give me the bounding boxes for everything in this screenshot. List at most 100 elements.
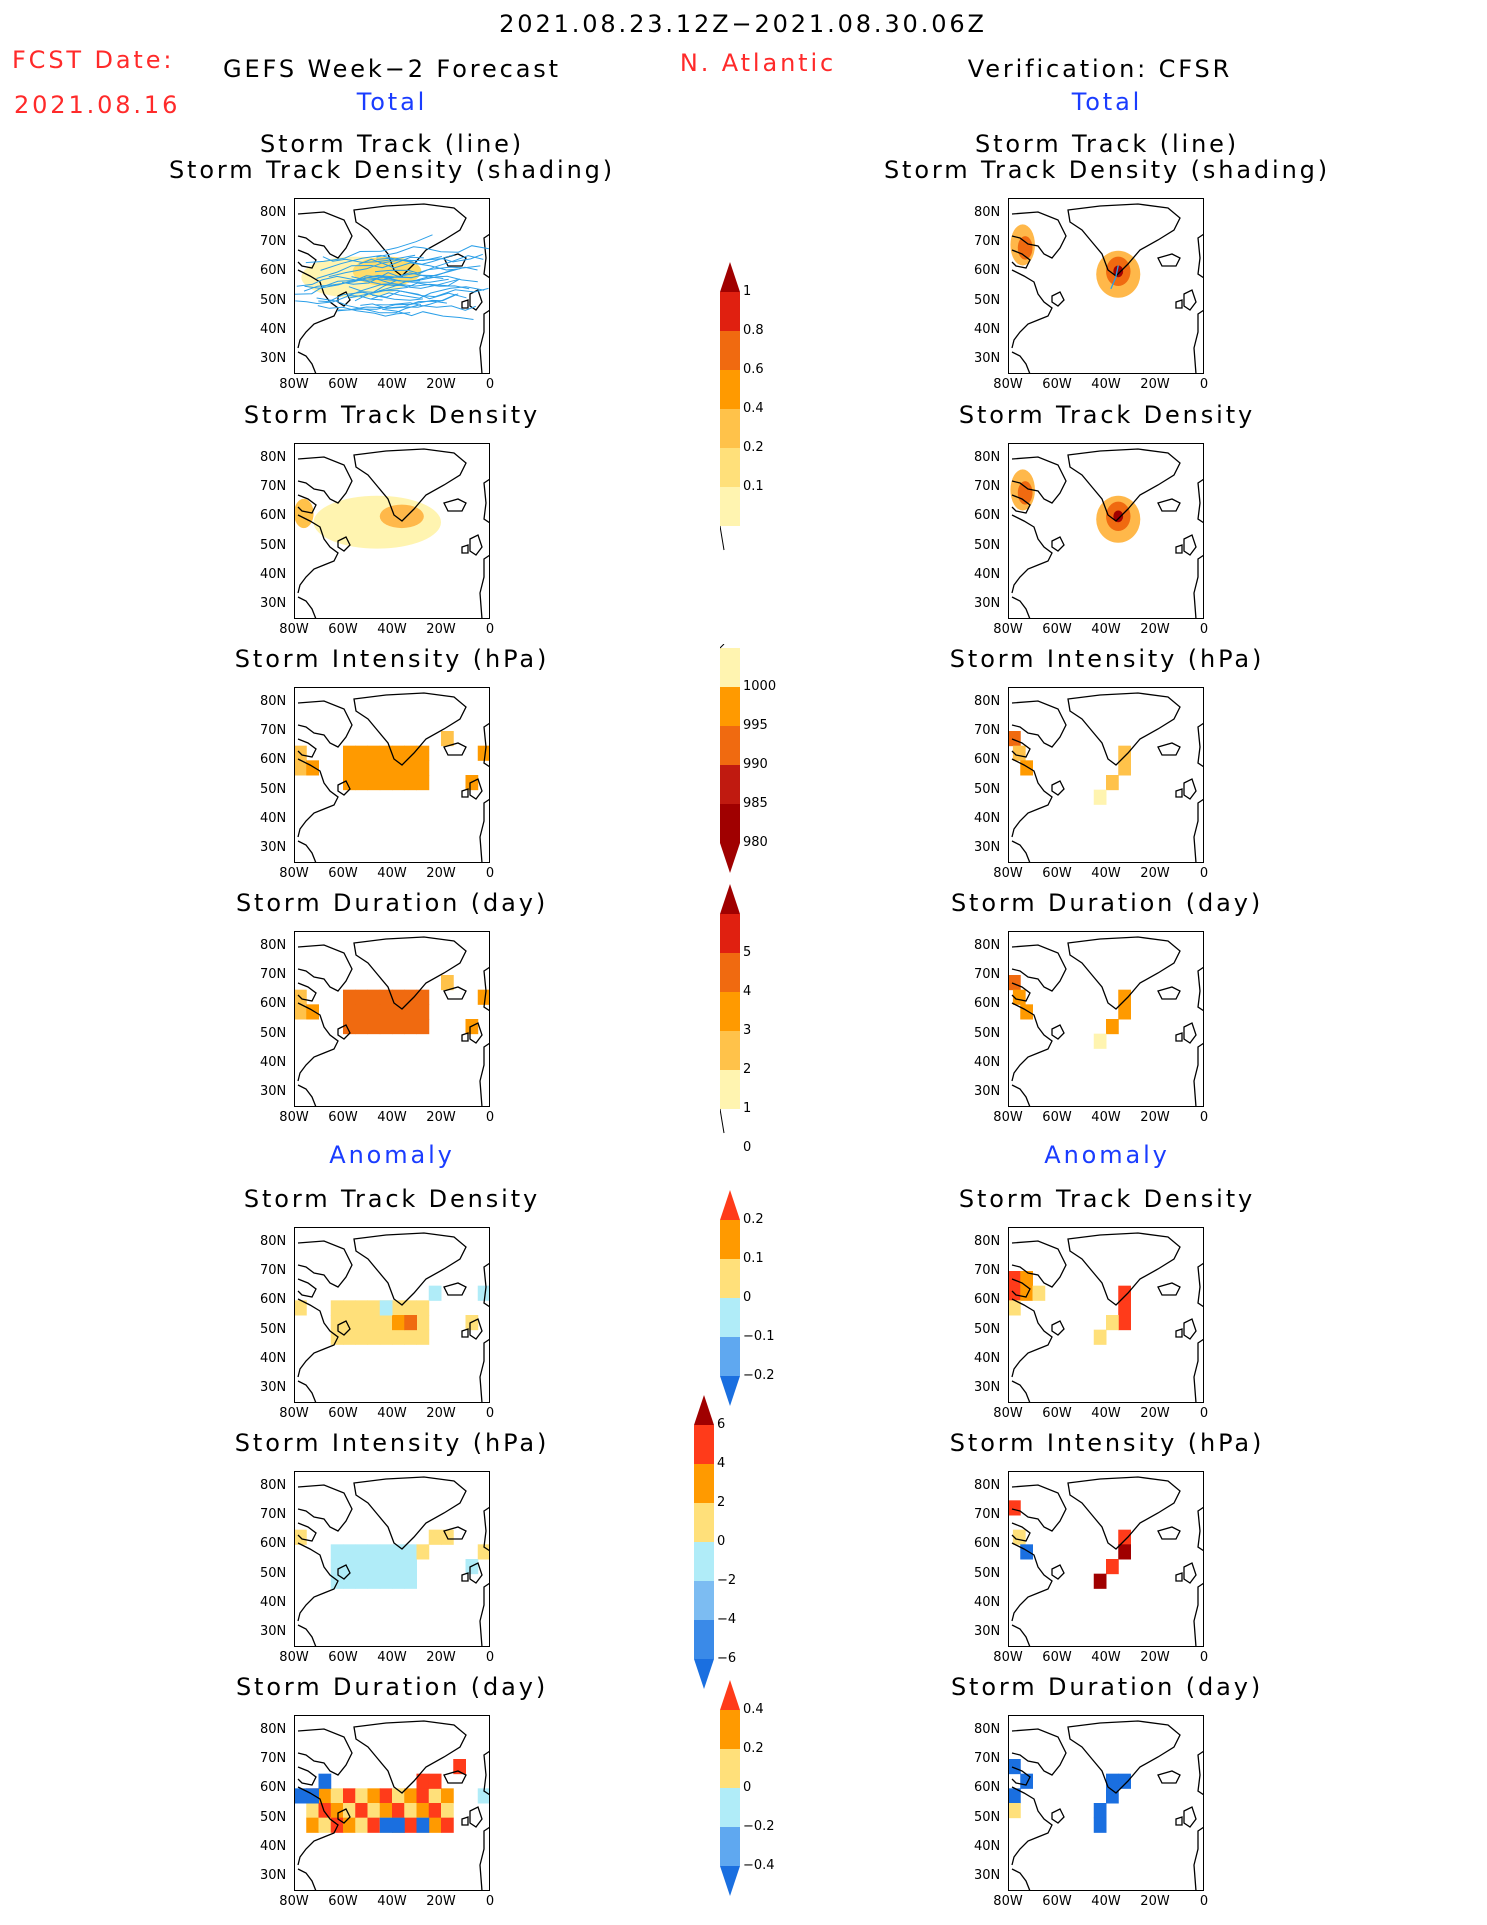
value-cell xyxy=(306,760,319,776)
map-plot xyxy=(1008,1471,1204,1647)
lon-tick-label: 60W xyxy=(328,1110,358,1125)
anomaly-cell xyxy=(428,1773,442,1789)
colorbar-segment xyxy=(720,765,740,804)
anomaly-cell xyxy=(343,1544,356,1560)
value-cell xyxy=(416,745,430,761)
coastline xyxy=(479,798,490,863)
colorbar-segment xyxy=(720,1220,740,1259)
lat-tick-label: 40N xyxy=(260,1351,287,1366)
lat-tick-label: 80N xyxy=(260,449,287,465)
coastline xyxy=(1011,514,1053,594)
title-right-intensity-anom: Storm Intensity (hPa) xyxy=(949,1429,1265,1457)
lon-tick-label: 60W xyxy=(328,1650,358,1665)
coastline xyxy=(1175,544,1183,554)
coastline xyxy=(479,1582,490,1647)
anomaly-cell xyxy=(343,1315,356,1331)
coastline xyxy=(1157,986,1181,1000)
coastline xyxy=(337,536,351,552)
colorbar-label: 0.4 xyxy=(743,401,764,416)
lat-tick-label: 40N xyxy=(974,1055,1001,1070)
lon-tick-label: 20W xyxy=(1140,622,1170,637)
lon-tick-label: 20W xyxy=(1140,1894,1170,1909)
coastline xyxy=(1011,1624,1031,1647)
colorbar-segment xyxy=(720,448,740,487)
lon-tick-label: 40W xyxy=(377,377,407,392)
value-cell xyxy=(1012,989,1026,1005)
lat-tick-label: 50N xyxy=(974,1321,1001,1337)
lat-tick-label: 80N xyxy=(260,1233,287,1249)
colorbar-label: −0.4 xyxy=(743,1858,775,1873)
coastline xyxy=(297,1766,317,1786)
lat-tick-label: 70N xyxy=(260,479,287,494)
colorbar-label: 0 xyxy=(743,1140,752,1155)
lat-tick-label: 30N xyxy=(260,1380,287,1396)
anomaly-cell xyxy=(343,1803,356,1819)
colorbar-label: −0.1 xyxy=(743,1329,775,1344)
title-left-density-anom: Storm Track Density xyxy=(243,1185,541,1213)
colorbar-segment xyxy=(720,1337,740,1376)
lon-tick-label: 80W xyxy=(279,1110,309,1125)
lon-tick-label: 20W xyxy=(426,1650,456,1665)
left-column-title: GEFS Week−2 Forecast xyxy=(223,55,561,83)
anomaly-cell xyxy=(343,1817,356,1833)
storm-track-line xyxy=(378,275,478,292)
map-left-track: 80N 70N 60N 50N 40N 30N 80W 60W 40W 20W 0 xyxy=(260,198,494,392)
value-cell xyxy=(355,745,368,761)
anomaly-cell xyxy=(1118,1544,1131,1560)
colorbar-segment xyxy=(694,1503,714,1542)
value-cell xyxy=(294,1004,307,1020)
anomaly-cell xyxy=(355,1315,368,1331)
colorbar-arrow xyxy=(720,1866,740,1896)
colorbar-segment xyxy=(720,1298,740,1337)
map-plot xyxy=(294,443,490,619)
lat-tick-label: 60N xyxy=(260,1292,287,1308)
coastline xyxy=(479,1042,490,1107)
map-right-density: 80N 70N 60N 50N 40N 30N 80W 60W 40W 20W 0 xyxy=(974,443,1208,637)
coastline xyxy=(1051,1808,1065,1824)
coastline xyxy=(1011,456,1067,504)
anomaly-cell xyxy=(428,1817,442,1833)
colorbar-label: 0.1 xyxy=(743,1251,764,1266)
value-cell xyxy=(379,745,393,761)
coastline xyxy=(1011,596,1031,619)
map-frame xyxy=(294,1715,490,1891)
colorbar-segment xyxy=(694,1425,714,1464)
coastline xyxy=(1051,291,1065,307)
colorbar-label: 0 xyxy=(743,1290,752,1305)
anomaly-cell xyxy=(355,1329,368,1345)
map-right-intensity-anom: 80N 70N 60N 50N 40N 30N 80W 60W 40W 20W 0 xyxy=(974,1471,1208,1665)
anomaly-cell xyxy=(367,1573,381,1589)
lat-tick-label: 60N xyxy=(974,996,1001,1012)
value-cell xyxy=(355,1004,368,1020)
lon-tick-label: 60W xyxy=(1042,1650,1072,1665)
lon-tick-label: 80W xyxy=(993,622,1023,637)
coastline xyxy=(461,788,469,798)
anomaly-cell xyxy=(453,1759,466,1775)
map-frame xyxy=(1008,1715,1204,1891)
coastline xyxy=(1157,742,1181,756)
lat-tick-label: 60N xyxy=(974,1536,1001,1552)
lat-tick-label: 30N xyxy=(260,596,287,612)
lat-tick-label: 80N xyxy=(974,1721,1001,1737)
value-cell xyxy=(367,745,381,761)
coastline xyxy=(1011,840,1031,863)
colorbar-label: −4 xyxy=(717,1612,737,1627)
lon-tick-label: 80W xyxy=(279,1650,309,1665)
coastline xyxy=(461,544,469,554)
storm-track-line xyxy=(304,279,406,289)
lat-tick-label: 60N xyxy=(260,752,287,768)
colorbar-arrow xyxy=(720,1376,740,1406)
lon-tick-label: 60W xyxy=(1042,866,1072,881)
anomaly-cell xyxy=(367,1544,381,1560)
storm-track-line xyxy=(316,297,422,314)
coastline xyxy=(469,1806,483,1828)
anomaly-cell xyxy=(294,1300,307,1316)
anomaly-cell xyxy=(1008,1271,1021,1287)
lon-tick-label: 20W xyxy=(426,377,456,392)
lat-tick-label: 70N xyxy=(260,1507,287,1522)
lat-tick-label: 70N xyxy=(974,479,1001,494)
lon-tick-label: 40W xyxy=(377,1894,407,1909)
coastline xyxy=(1183,289,1197,311)
coastline xyxy=(1175,1572,1183,1582)
coastline xyxy=(443,1282,467,1296)
